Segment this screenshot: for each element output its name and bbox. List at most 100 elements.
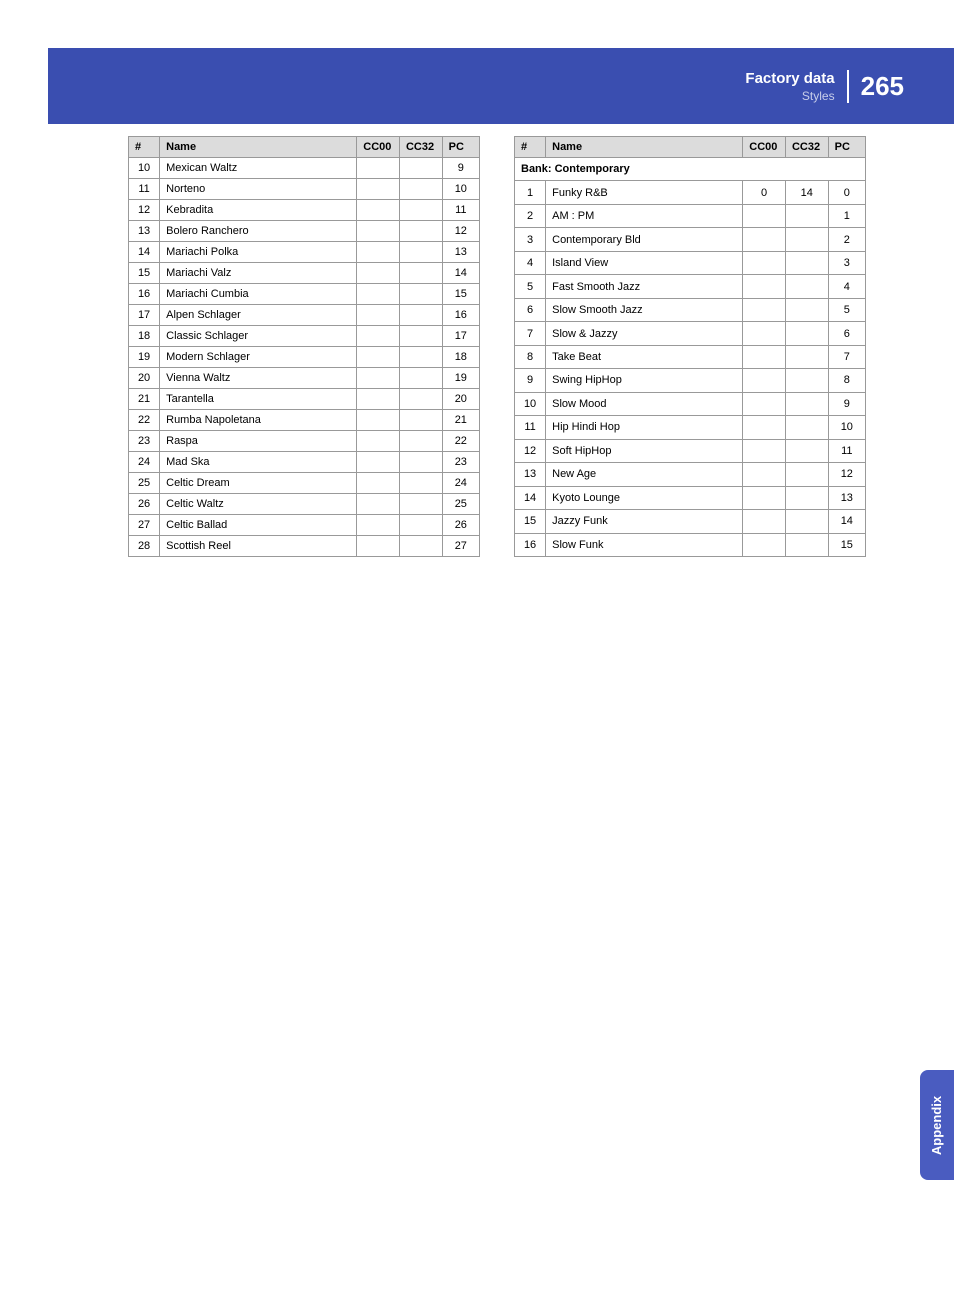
cell-cc32: [785, 533, 828, 557]
cell-num: 6: [515, 298, 546, 321]
table-row: 14Kyoto Lounge 13: [515, 486, 866, 509]
cell-num: 21: [129, 389, 160, 410]
cell-cc00: [357, 536, 400, 557]
cell-cc32: [785, 298, 828, 321]
cell-pc: 22: [442, 431, 479, 452]
cell-cc00: [357, 305, 400, 326]
table-row: 23Raspa22: [129, 431, 480, 452]
cell-pc: 8: [828, 369, 865, 392]
cell-cc32: [785, 322, 828, 345]
cell-cc00: [743, 533, 786, 557]
cell-name: New Age: [546, 463, 743, 486]
cell-num: 23: [129, 431, 160, 452]
cell-name: Mariachi Polka: [160, 242, 357, 263]
header-title: Factory data: [745, 70, 834, 87]
cell-cc32: [399, 431, 442, 452]
table-row: 6Slow Smooth Jazz5: [515, 298, 866, 321]
cell-cc32: [785, 439, 828, 462]
cell-cc32: 14: [785, 181, 828, 204]
cell-name: Funky R&B: [546, 181, 743, 204]
cell-num: 1: [515, 181, 546, 204]
cell-pc: 14: [442, 263, 479, 284]
cell-num: 16: [129, 284, 160, 305]
cell-num: 28: [129, 536, 160, 557]
cell-num: 10: [129, 158, 160, 179]
cell-pc: 11: [442, 200, 479, 221]
cell-pc: 17: [442, 326, 479, 347]
page-header: Factory data Styles 265: [48, 48, 954, 124]
cell-cc32: [399, 389, 442, 410]
col-cc32-header: CC32: [399, 137, 442, 158]
cell-num: 11: [129, 179, 160, 200]
cell-num: 16: [515, 533, 546, 557]
cell-name: Kyoto Lounge: [546, 486, 743, 509]
table-row: 3Contemporary Bld2: [515, 228, 866, 251]
cell-pc: 9: [828, 392, 865, 415]
cell-cc32: [399, 536, 442, 557]
cell-num: 10: [515, 392, 546, 415]
cell-num: 22: [129, 410, 160, 431]
cell-cc32: [399, 305, 442, 326]
bank-title: Bank: Contemporary: [515, 158, 866, 181]
cell-cc00: [357, 242, 400, 263]
cell-pc: 13: [828, 486, 865, 509]
table-row: 9Swing HipHop8: [515, 369, 866, 392]
table-row: 16Mariachi Cumbia15: [129, 284, 480, 305]
cell-num: 17: [129, 305, 160, 326]
cell-name: Hip Hindi Hop: [546, 416, 743, 439]
cell-pc: 6: [828, 322, 865, 345]
table-row: 21Tarantella20: [129, 389, 480, 410]
col-cc32-header: CC32: [785, 137, 828, 158]
cell-pc: 10: [828, 416, 865, 439]
cell-pc: 15: [442, 284, 479, 305]
cell-name: Rumba Napoletana: [160, 410, 357, 431]
col-cc00-header: CC00: [357, 137, 400, 158]
cell-cc00: 0: [743, 181, 786, 204]
table-row: 16Slow Funk15: [515, 533, 866, 557]
cell-num: 5: [515, 275, 546, 298]
header-subtitle: Styles: [745, 89, 834, 103]
cell-pc: 12: [442, 221, 479, 242]
cell-name: Bolero Ranchero: [160, 221, 357, 242]
cell-pc: 12: [828, 463, 865, 486]
cell-num: 25: [129, 473, 160, 494]
cell-name: Slow & Jazzy: [546, 322, 743, 345]
cell-cc00: [743, 345, 786, 368]
table-row: 15Mariachi Valz14: [129, 263, 480, 284]
bank-title-row: Bank: Contemporary: [515, 158, 866, 181]
cell-num: 14: [515, 486, 546, 509]
cell-cc00: [743, 228, 786, 251]
cell-cc32: [785, 251, 828, 274]
cell-cc32: [399, 452, 442, 473]
cell-pc: 0: [828, 181, 865, 204]
cell-pc: 25: [442, 494, 479, 515]
table-row: 20Vienna Waltz19: [129, 368, 480, 389]
cell-cc32: [399, 515, 442, 536]
cell-cc00: [743, 463, 786, 486]
cell-cc32: [785, 392, 828, 415]
cell-num: 4: [515, 251, 546, 274]
cell-pc: 4: [828, 275, 865, 298]
cell-num: 26: [129, 494, 160, 515]
cell-name: Tarantella: [160, 389, 357, 410]
cell-cc00: [357, 452, 400, 473]
cell-num: 12: [129, 200, 160, 221]
cell-name: Fast Smooth Jazz: [546, 275, 743, 298]
cell-cc00: [743, 486, 786, 509]
cell-name: Norteno: [160, 179, 357, 200]
cell-cc00: [357, 431, 400, 452]
cell-pc: 16: [442, 305, 479, 326]
cell-name: Mexican Waltz: [160, 158, 357, 179]
cell-cc00: [357, 200, 400, 221]
cell-name: Classic Schlager: [160, 326, 357, 347]
cell-cc32: [785, 204, 828, 227]
cell-num: 12: [515, 439, 546, 462]
cell-name: Vienna Waltz: [160, 368, 357, 389]
cell-name: Alpen Schlager: [160, 305, 357, 326]
styles-table-left: # Name CC00 CC32 PC 10Mexican Waltz911No…: [128, 136, 480, 557]
cell-cc32: [785, 463, 828, 486]
cell-cc00: [357, 263, 400, 284]
table-row: 15Jazzy Funk14: [515, 510, 866, 533]
cell-cc32: [399, 242, 442, 263]
table-row: 7Slow & Jazzy6: [515, 322, 866, 345]
